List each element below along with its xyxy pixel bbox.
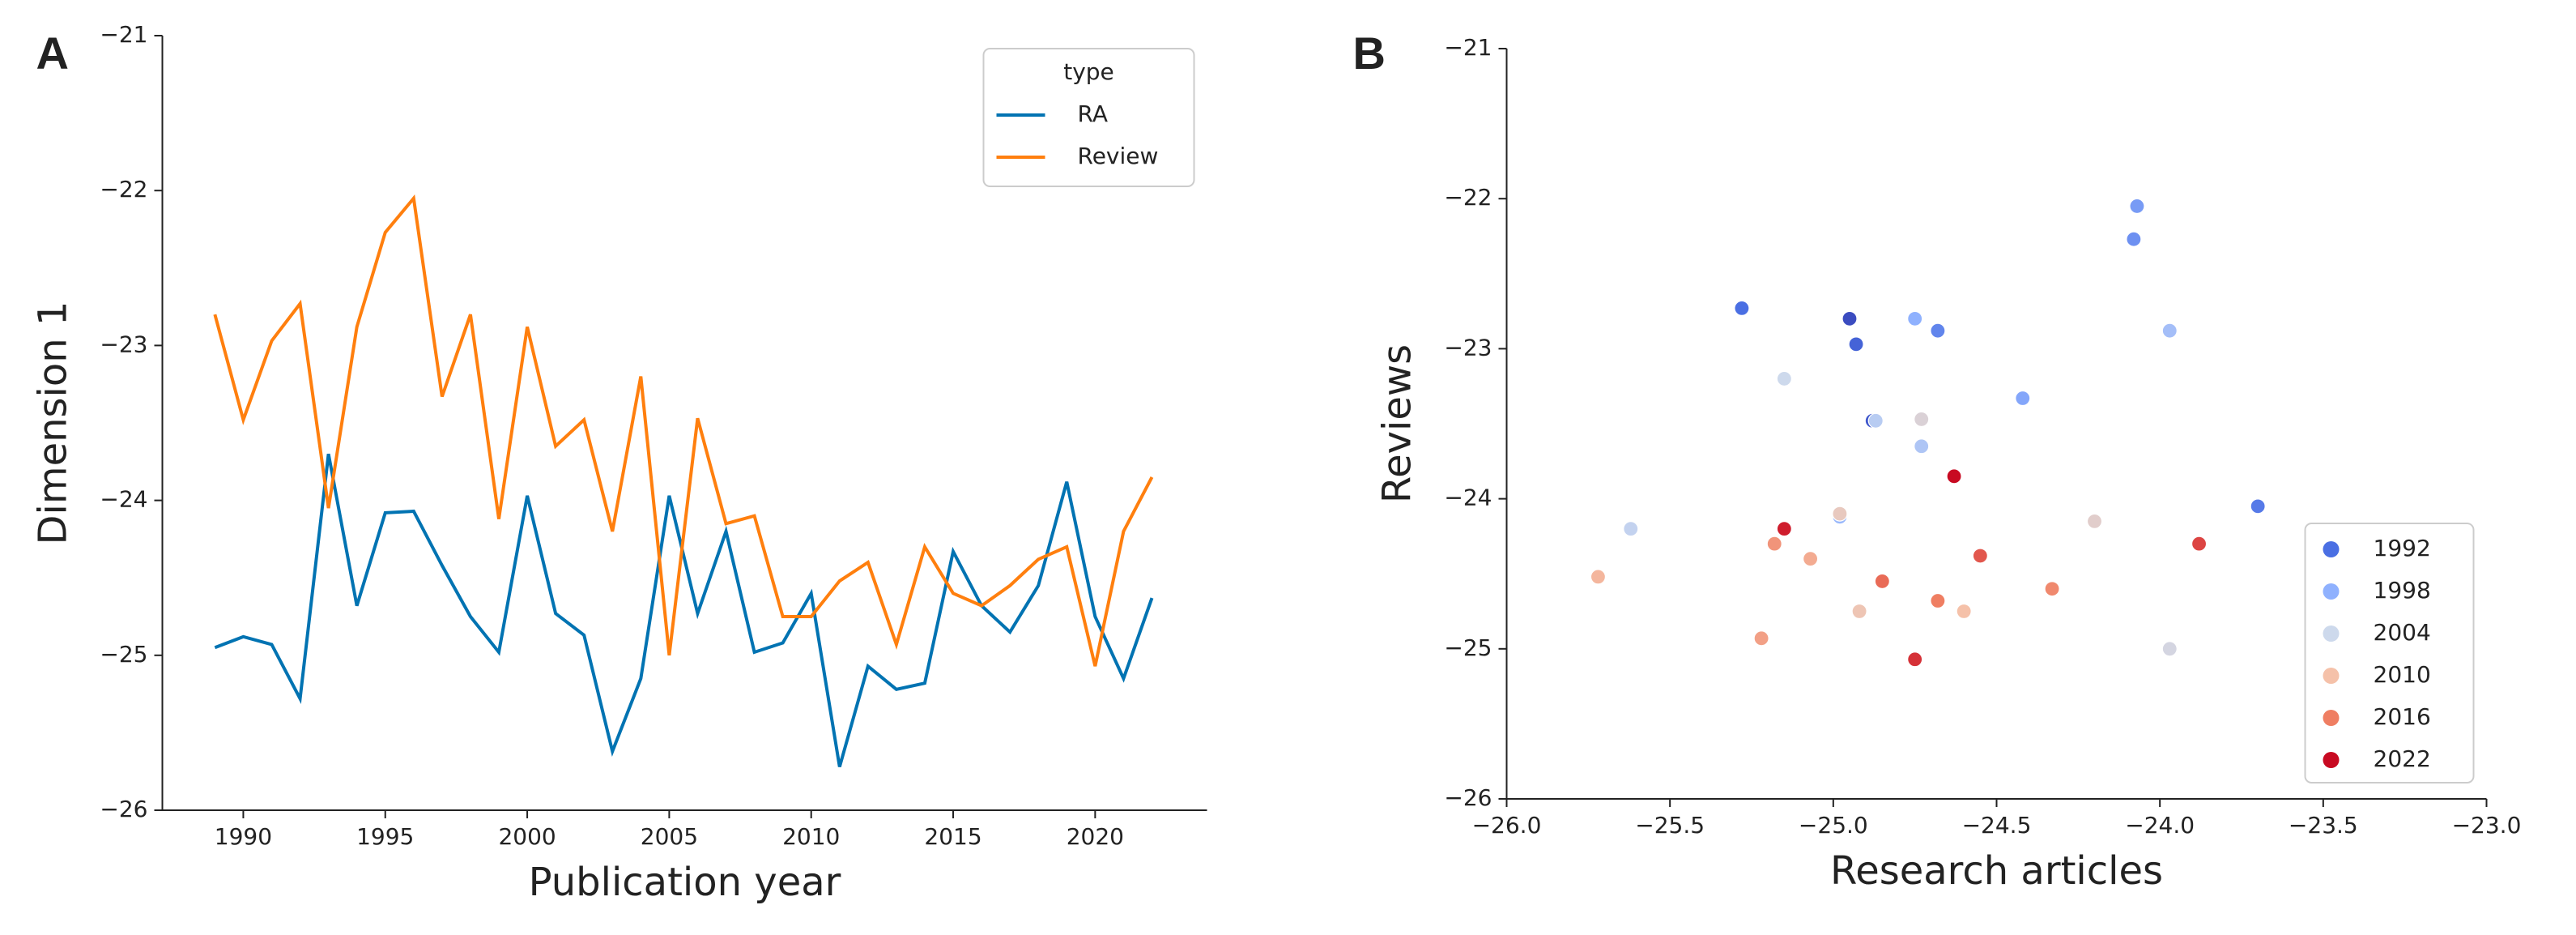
scatter-point: [1734, 300, 1750, 316]
scatter-point: [1851, 603, 1867, 620]
legend-title: type: [1063, 58, 1114, 85]
y-axis-label: Dimension 1: [31, 301, 76, 545]
y-tick-label: −24: [1444, 485, 1492, 511]
y-tick-label: −23: [100, 331, 147, 357]
scatter-point: [2161, 322, 2178, 339]
scatter-point: [1753, 630, 1769, 647]
scatter-point: [1956, 603, 1972, 620]
y-tick-label: −23: [1444, 334, 1492, 361]
scatter-point: [1832, 506, 1848, 522]
legend-label: 2016: [2374, 703, 2431, 730]
scatter-point: [2191, 536, 2208, 552]
scatter-point: [2086, 513, 2103, 529]
y-tick-label: −25: [100, 641, 147, 668]
scatter-point: [1930, 592, 1946, 609]
y-axis-label: Reviews: [1375, 344, 1420, 503]
scatter-point: [2129, 198, 2145, 215]
scatter-point: [1907, 310, 1923, 327]
scatter-point: [1946, 468, 1962, 485]
x-axis-label: Publication year: [529, 860, 841, 905]
legend-box: [982, 48, 1195, 187]
scatter-point: [1776, 370, 1792, 387]
legend-swatch: [2323, 710, 2340, 726]
scatter-point: [1842, 310, 1858, 327]
x-tick-label: −25.0: [1799, 812, 1868, 839]
x-tick-label: −26.0: [1472, 812, 1542, 839]
panel-label: B: [1353, 28, 1386, 79]
x-tick-label: −25.5: [1635, 812, 1705, 839]
legend-label: 2004: [2374, 619, 2431, 646]
x-tick-label: −24.0: [2125, 812, 2195, 839]
legend-box: [2304, 523, 2475, 783]
scatter-point: [1623, 521, 1639, 537]
scatter-point: [1907, 651, 1923, 668]
y-tick-label: −24: [100, 486, 147, 513]
legend-swatch: [2323, 668, 2340, 684]
legend-label: 1992: [2374, 535, 2431, 561]
scatter-point: [2250, 498, 2266, 514]
line-series: [213, 194, 1154, 667]
y-tick-label: −21: [100, 21, 147, 48]
scatter-point: [2126, 231, 2142, 247]
y-tick-label: −21: [1444, 34, 1492, 61]
panel-label: A: [36, 28, 69, 79]
scatter-point: [2015, 390, 2031, 407]
x-tick-label: 1995: [356, 823, 414, 850]
y-tick-label: −22: [1444, 184, 1492, 211]
y-tick-label: −22: [100, 176, 147, 203]
scatter-point: [1803, 551, 1819, 567]
x-tick-label: −24.5: [1962, 812, 2032, 839]
legend-swatch: [2323, 583, 2340, 600]
y-tick-label: −26: [1444, 784, 1492, 811]
scatter-point: [1867, 412, 1884, 429]
legend-label: 2022: [2374, 745, 2431, 772]
scatter-point: [2161, 641, 2178, 657]
scatter-point: [2044, 581, 2060, 597]
x-tick-label: −23.0: [2452, 812, 2522, 839]
legend-label: RA: [1078, 100, 1108, 127]
legend-label: 1998: [2374, 577, 2431, 604]
scatter-point: [1590, 569, 1607, 585]
legend-label: 2010: [2374, 661, 2431, 688]
y-tick-label: −26: [100, 796, 147, 822]
scatter-point: [1766, 536, 1782, 552]
x-tick-label: 2020: [1067, 823, 1124, 850]
x-tick-label: 2000: [498, 823, 556, 850]
scatter-point: [1848, 336, 1864, 352]
x-axis-label: Research articles: [1830, 848, 2163, 894]
x-tick-label: 2010: [782, 823, 840, 850]
scatter-point: [1914, 438, 1930, 455]
scatter-point: [1874, 573, 1890, 590]
y-tick-label: −25: [1444, 634, 1492, 661]
x-tick-label: 2015: [924, 823, 981, 850]
legend-swatch: [2323, 541, 2340, 557]
scatter-point: [1972, 548, 1988, 564]
legend-label: Review: [1078, 143, 1159, 169]
line-series: [214, 453, 1154, 768]
legend-swatch: [2323, 752, 2340, 768]
x-tick-label: 2005: [641, 823, 698, 850]
scatter-point: [1930, 322, 1946, 339]
legend-swatch: [2323, 625, 2340, 642]
x-tick-label: −23.5: [2289, 812, 2358, 839]
scatter-point: [1776, 521, 1792, 537]
scatter-point: [1914, 411, 1930, 428]
x-tick-label: 1990: [215, 823, 272, 850]
